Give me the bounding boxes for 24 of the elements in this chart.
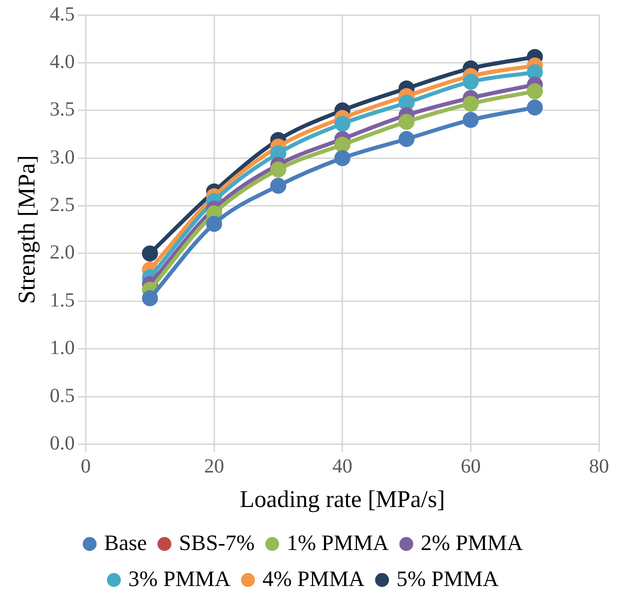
legend-label: 5% PMMA: [396, 566, 499, 591]
legend-label: 1% PMMA: [286, 530, 389, 555]
x-tick-label: 60: [460, 455, 481, 478]
x-tick-label: 0: [80, 455, 91, 478]
y-tick-label: 3.0: [50, 146, 75, 168]
legend-label: 2% PMMA: [420, 530, 523, 555]
y-tick-label: 1.0: [50, 337, 75, 360]
y-tick-label: 2.0: [50, 242, 75, 264]
x-tick-label: 20: [204, 455, 224, 478]
legend-label: SBS-7%: [178, 530, 255, 555]
y-tick-label: 4.0: [50, 50, 75, 73]
y-tick-label: 0.0: [50, 432, 75, 454]
y-axis-title: Strength [MPa]: [14, 155, 41, 304]
y-tick-label: 3.5: [50, 98, 75, 121]
x-axis-title: Loading rate [MPa/s]: [240, 486, 446, 513]
y-tick-label: 4.5: [50, 3, 75, 26]
legend-label: Base: [104, 530, 147, 555]
legend-label: 3% PMMA: [128, 566, 231, 591]
y-tick-label: 1.5: [50, 289, 75, 312]
y-tick-label: 2.5: [50, 194, 75, 216]
legend-label: 4% PMMA: [262, 566, 365, 591]
x-tick-label: 80: [589, 455, 609, 478]
y-tick-label: 0.5: [50, 384, 75, 407]
x-tick-label: 40: [332, 455, 352, 478]
